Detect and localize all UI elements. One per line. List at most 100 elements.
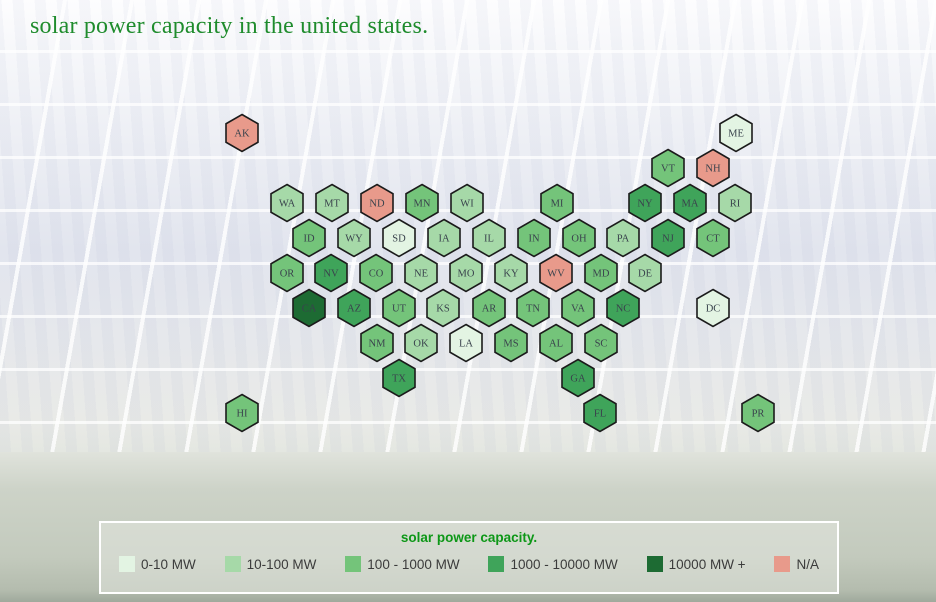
state-hex-tx[interactable]	[382, 358, 416, 398]
state-tile-me[interactable]: ME	[719, 113, 753, 153]
state-hex-hi[interactable]	[225, 393, 259, 433]
state-hex-nm[interactable]	[360, 323, 394, 363]
state-hex-il[interactable]	[472, 218, 506, 258]
state-tile-hi[interactable]: HI	[225, 393, 259, 433]
state-hex-mn[interactable]	[405, 183, 439, 223]
state-tile-sd[interactable]: SD	[382, 218, 416, 258]
state-hex-ny[interactable]	[628, 183, 662, 223]
state-tile-nc[interactable]: NC	[606, 288, 640, 328]
state-hex-ga[interactable]	[561, 358, 595, 398]
state-tile-ia[interactable]: IA	[427, 218, 461, 258]
state-tile-tx[interactable]: TX	[382, 358, 416, 398]
state-hex-id[interactable]	[292, 218, 326, 258]
state-hex-nc[interactable]	[606, 288, 640, 328]
state-tile-pa[interactable]: PA	[606, 218, 640, 258]
state-tile-or[interactable]: OR	[270, 253, 304, 293]
state-tile-wi[interactable]: WI	[450, 183, 484, 223]
state-hex-dc[interactable]	[696, 288, 730, 328]
state-tile-mi[interactable]: MI	[540, 183, 574, 223]
state-tile-ks[interactable]: KS	[426, 288, 460, 328]
state-hex-ak[interactable]	[225, 113, 259, 153]
state-hex-sc[interactable]	[584, 323, 618, 363]
state-hex-md[interactable]	[584, 253, 618, 293]
state-tile-ma[interactable]: MA	[673, 183, 707, 223]
state-hex-va[interactable]	[561, 288, 595, 328]
state-tile-mt[interactable]: MT	[315, 183, 349, 223]
state-tile-vt[interactable]: VT	[651, 148, 685, 188]
state-tile-ut[interactable]: UT	[382, 288, 416, 328]
state-hex-ia[interactable]	[427, 218, 461, 258]
state-tile-ar[interactable]: AR	[472, 288, 506, 328]
state-tile-al[interactable]: AL	[539, 323, 573, 363]
state-tile-sc[interactable]: SC	[584, 323, 618, 363]
state-hex-mt[interactable]	[315, 183, 349, 223]
state-tile-ky[interactable]: KY	[494, 253, 528, 293]
state-hex-ca[interactable]	[292, 288, 326, 328]
state-hex-mi[interactable]	[540, 183, 574, 223]
state-hex-nj[interactable]	[651, 218, 685, 258]
state-hex-az[interactable]	[337, 288, 371, 328]
state-tile-ak[interactable]: AK	[225, 113, 259, 153]
state-hex-de[interactable]	[628, 253, 662, 293]
state-hex-me[interactable]	[719, 113, 753, 153]
state-hex-wi[interactable]	[450, 183, 484, 223]
state-tile-ct[interactable]: CT	[696, 218, 730, 258]
state-tile-ny[interactable]: NY	[628, 183, 662, 223]
state-tile-va[interactable]: VA	[561, 288, 595, 328]
state-tile-ms[interactable]: MS	[494, 323, 528, 363]
state-hex-vt[interactable]	[651, 148, 685, 188]
state-tile-wv[interactable]: WV	[539, 253, 573, 293]
state-tile-wa[interactable]: WA	[270, 183, 304, 223]
state-hex-ky[interactable]	[494, 253, 528, 293]
state-tile-nh[interactable]: NH	[696, 148, 730, 188]
state-hex-or[interactable]	[270, 253, 304, 293]
state-hex-co[interactable]	[359, 253, 393, 293]
state-tile-ca[interactable]: CA	[292, 288, 326, 328]
state-hex-ok[interactable]	[404, 323, 438, 363]
state-tile-la[interactable]: LA	[449, 323, 483, 363]
state-hex-nd[interactable]	[360, 183, 394, 223]
state-hex-ms[interactable]	[494, 323, 528, 363]
state-tile-de[interactable]: DE	[628, 253, 662, 293]
state-hex-fl[interactable]	[583, 393, 617, 433]
state-hex-in[interactable]	[517, 218, 551, 258]
state-hex-nh[interactable]	[696, 148, 730, 188]
state-hex-ma[interactable]	[673, 183, 707, 223]
state-tile-dc[interactable]: DC	[696, 288, 730, 328]
state-tile-oh[interactable]: OH	[562, 218, 596, 258]
state-tile-nm[interactable]: NM	[360, 323, 394, 363]
state-tile-nj[interactable]: NJ	[651, 218, 685, 258]
state-hex-al[interactable]	[539, 323, 573, 363]
state-hex-ut[interactable]	[382, 288, 416, 328]
state-tile-pr[interactable]: PR	[741, 393, 775, 433]
state-tile-id[interactable]: ID	[292, 218, 326, 258]
state-tile-nd[interactable]: ND	[360, 183, 394, 223]
state-tile-mn[interactable]: MN	[405, 183, 439, 223]
state-tile-wy[interactable]: WY	[337, 218, 371, 258]
state-tile-az[interactable]: AZ	[337, 288, 371, 328]
state-tile-mo[interactable]: MO	[449, 253, 483, 293]
state-hex-oh[interactable]	[562, 218, 596, 258]
state-hex-mo[interactable]	[449, 253, 483, 293]
state-tile-ga[interactable]: GA	[561, 358, 595, 398]
state-tile-md[interactable]: MD	[584, 253, 618, 293]
state-tile-ne[interactable]: NE	[404, 253, 438, 293]
state-tile-fl[interactable]: FL	[583, 393, 617, 433]
state-hex-nv[interactable]	[314, 253, 348, 293]
state-tile-nv[interactable]: NV	[314, 253, 348, 293]
state-tile-ok[interactable]: OK	[404, 323, 438, 363]
state-hex-wa[interactable]	[270, 183, 304, 223]
state-hex-tn[interactable]	[516, 288, 550, 328]
state-hex-ne[interactable]	[404, 253, 438, 293]
state-hex-ct[interactable]	[696, 218, 730, 258]
state-hex-ar[interactable]	[472, 288, 506, 328]
state-tile-co[interactable]: CO	[359, 253, 393, 293]
state-hex-ri[interactable]	[718, 183, 752, 223]
state-hex-ks[interactable]	[426, 288, 460, 328]
state-hex-sd[interactable]	[382, 218, 416, 258]
state-tile-in[interactable]: IN	[517, 218, 551, 258]
state-hex-pr[interactable]	[741, 393, 775, 433]
state-hex-la[interactable]	[449, 323, 483, 363]
state-hex-pa[interactable]	[606, 218, 640, 258]
state-tile-tn[interactable]: TN	[516, 288, 550, 328]
